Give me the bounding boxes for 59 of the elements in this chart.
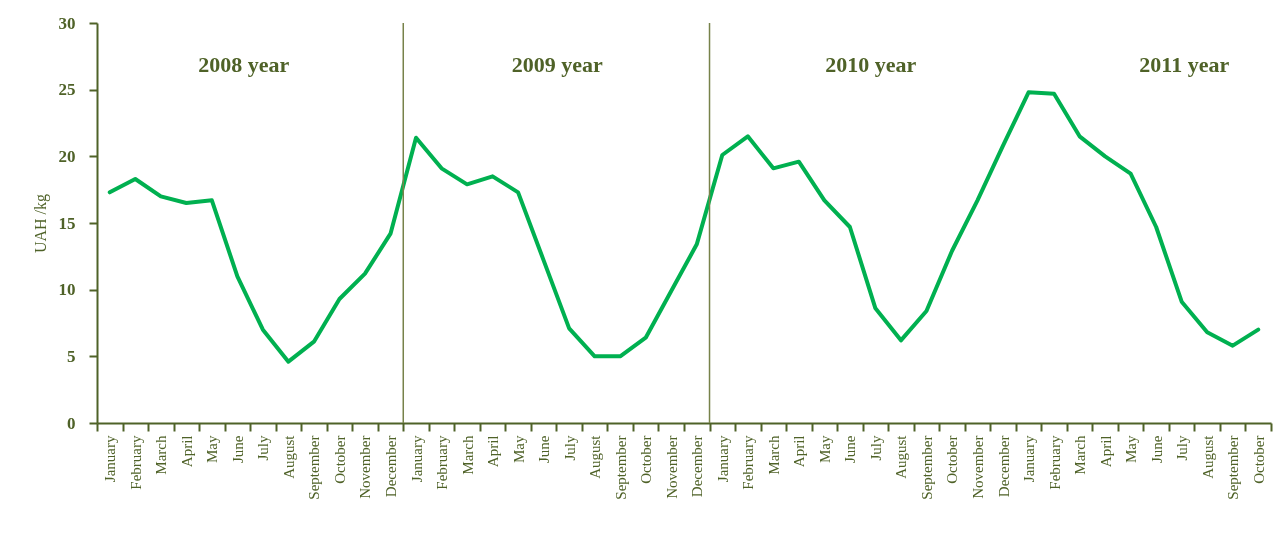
x-tick-label: October [638,435,655,484]
annotation: 2010 year [825,52,917,77]
y-axis-title: UAH /kg [31,193,50,254]
x-tick-label: September [1225,435,1242,500]
x-tick-label: April [485,435,502,468]
x-tick-label: January [714,435,731,483]
y-tick-label: 5 [67,346,76,366]
x-tick-label: September [918,435,935,500]
annotation: 2009 year [511,52,603,77]
x-tick-label: February [434,435,451,490]
annotation: 2011 year [1139,52,1230,77]
x-tick-label: August [1199,434,1216,479]
x-tick-label: July [1174,435,1191,461]
x-tick-label: September [612,435,629,500]
x-tick-label: March [459,435,476,475]
x-tick-label: November [663,435,680,499]
y-tick-label: 30 [58,13,76,33]
x-tick-label: December [383,435,399,498]
x-tick-label: August [893,434,910,479]
x-tick-label: April [791,435,808,468]
x-tick-label: October [1250,435,1267,484]
x-tick-label: September [306,435,323,500]
x-tick-label: June [1148,435,1165,463]
y-tick-label: 0 [67,413,76,433]
x-tick-label: July [561,435,578,461]
x-tick-label: March [153,435,170,475]
x-tick-label: April [178,435,195,468]
x-tick-label: December [995,435,1012,498]
y-tick-label: 20 [58,146,76,166]
x-tick-label: June [536,435,553,463]
x-tick-label: November [357,435,374,499]
x-tick-label: August [280,434,297,479]
x-tick-label: November [970,435,986,499]
annotation: 2008 year [198,52,290,77]
x-tick-label: December [689,435,706,498]
x-tick-label: February [740,435,757,490]
line-series [107,90,1261,364]
x-tick-label: October [331,435,348,484]
x-tick-label: February [127,435,144,490]
x-tick-label: January [1021,435,1038,483]
x-tick-label: October [944,435,961,484]
x-tick-label: January [408,435,425,483]
x-tick-label: July [255,435,272,461]
y-tick-label: 25 [58,80,76,100]
x-tick-label: May [510,435,527,463]
x-tick-label: August [587,434,604,479]
y-tick-label: 10 [58,280,76,300]
x-tick-label: March [765,435,782,475]
x-tick-label: June [229,435,246,463]
x-tick-label: February [1046,435,1063,490]
x-tick-label: May [204,435,221,463]
y-tick-label: 15 [58,213,76,233]
x-tick-label: January [102,435,119,483]
x-tick-label: May [816,435,833,463]
x-tick-label: June [842,435,859,463]
x-tick-label: May [1123,435,1140,463]
x-tick-label: April [1097,435,1114,468]
x-tick-label: July [867,435,884,461]
x-tick-label: March [1072,435,1089,475]
